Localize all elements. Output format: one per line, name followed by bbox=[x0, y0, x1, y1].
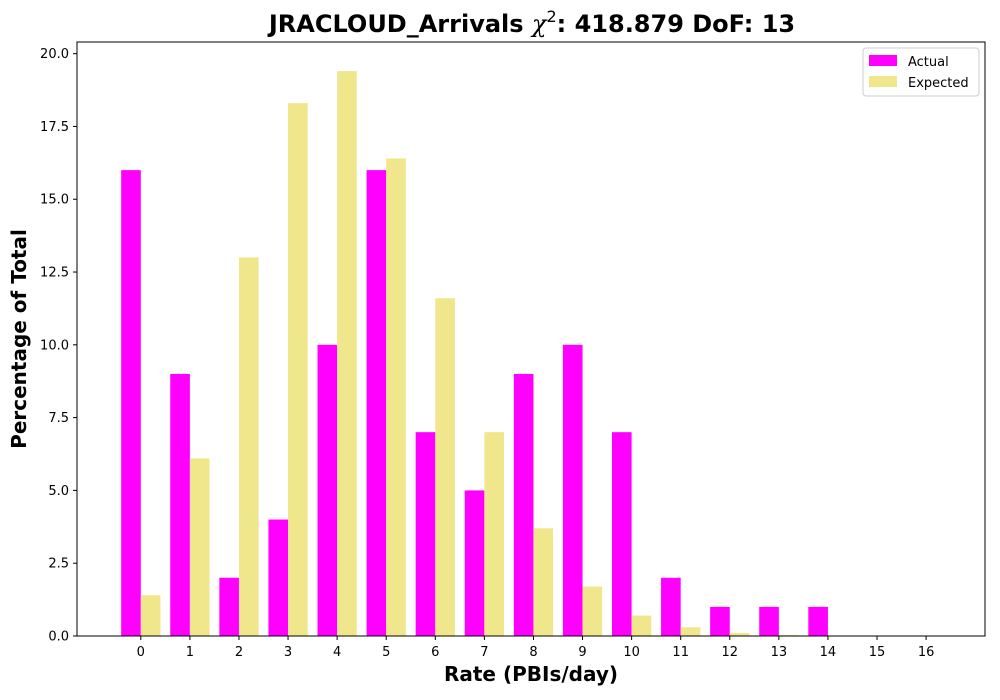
title-chi-superscript: 2 bbox=[546, 7, 556, 26]
bar-actual-12 bbox=[710, 606, 730, 636]
ticks-layer: 0 1 2 3 4 5 6 7 8 9 10 11 12 13 14 15 160.02.55.07.510.0… bbox=[40, 47, 934, 660]
x-tick-label-9: 9 bbox=[578, 645, 586, 660]
y-tick-label-17.5: 17.5 bbox=[40, 120, 69, 135]
bar-actual-6 bbox=[415, 432, 436, 636]
bar-expected-1 bbox=[189, 458, 210, 636]
bar-actual-2 bbox=[219, 577, 239, 636]
bar-actual-11 bbox=[661, 577, 681, 636]
x-tick-label-6: 6 bbox=[431, 645, 439, 660]
x-tick-label-16: 16 bbox=[918, 645, 935, 660]
x-tick-label-2: 2 bbox=[235, 645, 243, 660]
bar-actual-14 bbox=[808, 606, 828, 636]
bar-expected-9 bbox=[582, 586, 603, 636]
bar-actual-1 bbox=[170, 373, 190, 636]
x-axis-label: Rate (PBIs/day) bbox=[444, 662, 618, 686]
x-tick-label-8: 8 bbox=[529, 645, 537, 660]
title-chi-symbol: χ bbox=[530, 10, 548, 38]
bar-expected-2 bbox=[238, 257, 259, 636]
y-tick-label-15.0: 15.0 bbox=[40, 193, 69, 208]
x-tick-label-1: 1 bbox=[186, 645, 194, 660]
bar-actual-5 bbox=[366, 170, 387, 636]
bar-expected-11 bbox=[680, 627, 701, 636]
legend-swatch-actual bbox=[869, 55, 897, 66]
bar-expected-3 bbox=[288, 103, 308, 637]
x-tick-label-14: 14 bbox=[820, 645, 837, 660]
y-tick-label-20.0: 20.0 bbox=[40, 47, 69, 62]
x-tick-label-12: 12 bbox=[722, 645, 739, 660]
y-tick-label-7.5: 7.5 bbox=[48, 411, 69, 426]
bar-expected-7 bbox=[484, 432, 505, 636]
bar-actual-13 bbox=[759, 606, 779, 636]
plot-frame bbox=[76, 41, 986, 637]
bar-expected-8 bbox=[533, 528, 554, 636]
bar-expected-0 bbox=[140, 595, 161, 636]
bar-expected-12 bbox=[729, 633, 750, 636]
y-tick-label-10.0: 10.0 bbox=[40, 338, 69, 353]
x-tick-label-3: 3 bbox=[284, 645, 292, 660]
y-tick-label-12.5: 12.5 bbox=[40, 266, 69, 281]
legend: Actual Expected bbox=[862, 47, 980, 97]
bar-expected-10 bbox=[631, 615, 652, 636]
bar-expected-6 bbox=[435, 298, 455, 636]
bar-actual-3 bbox=[268, 519, 289, 636]
bar-expected-5 bbox=[386, 158, 406, 636]
title-prefix: JRACLOUD_Arrivals bbox=[267, 10, 532, 38]
bar-actual-8 bbox=[513, 373, 534, 636]
chart-title: JRACLOUD_Arrivals χ2: 418.879 DoF: 13 bbox=[267, 7, 795, 38]
bar-actual-0 bbox=[121, 170, 141, 636]
x-tick-label-7: 7 bbox=[480, 645, 488, 660]
bar-expected-4 bbox=[337, 71, 357, 636]
title-suffix: : 418.879 DoF: 13 bbox=[557, 10, 795, 38]
legend-label-actual: Actual bbox=[908, 55, 949, 70]
x-tick-label-0: 0 bbox=[137, 645, 145, 660]
bar-actual-7 bbox=[464, 490, 485, 636]
legend-label-expected: Expected bbox=[908, 76, 969, 91]
y-tick-label-0.0: 0.0 bbox=[48, 630, 69, 645]
bars-layer bbox=[121, 71, 848, 637]
y-tick-label-5.0: 5.0 bbox=[48, 484, 69, 499]
x-tick-label-11: 11 bbox=[672, 645, 689, 660]
legend-swatch-expected bbox=[869, 76, 897, 87]
y-axis-label: Percentage of Total bbox=[7, 229, 31, 449]
x-tick-label-13: 13 bbox=[771, 645, 788, 660]
x-tick-label-4: 4 bbox=[333, 645, 341, 660]
y-tick-label-2.5: 2.5 bbox=[48, 557, 69, 572]
x-tick-label-10: 10 bbox=[623, 645, 640, 660]
bar-actual-4 bbox=[317, 344, 338, 636]
bar-actual-10 bbox=[611, 432, 632, 636]
bar-actual-9 bbox=[562, 344, 583, 636]
x-tick-label-15: 15 bbox=[869, 645, 886, 660]
x-tick-label-5: 5 bbox=[382, 645, 390, 660]
